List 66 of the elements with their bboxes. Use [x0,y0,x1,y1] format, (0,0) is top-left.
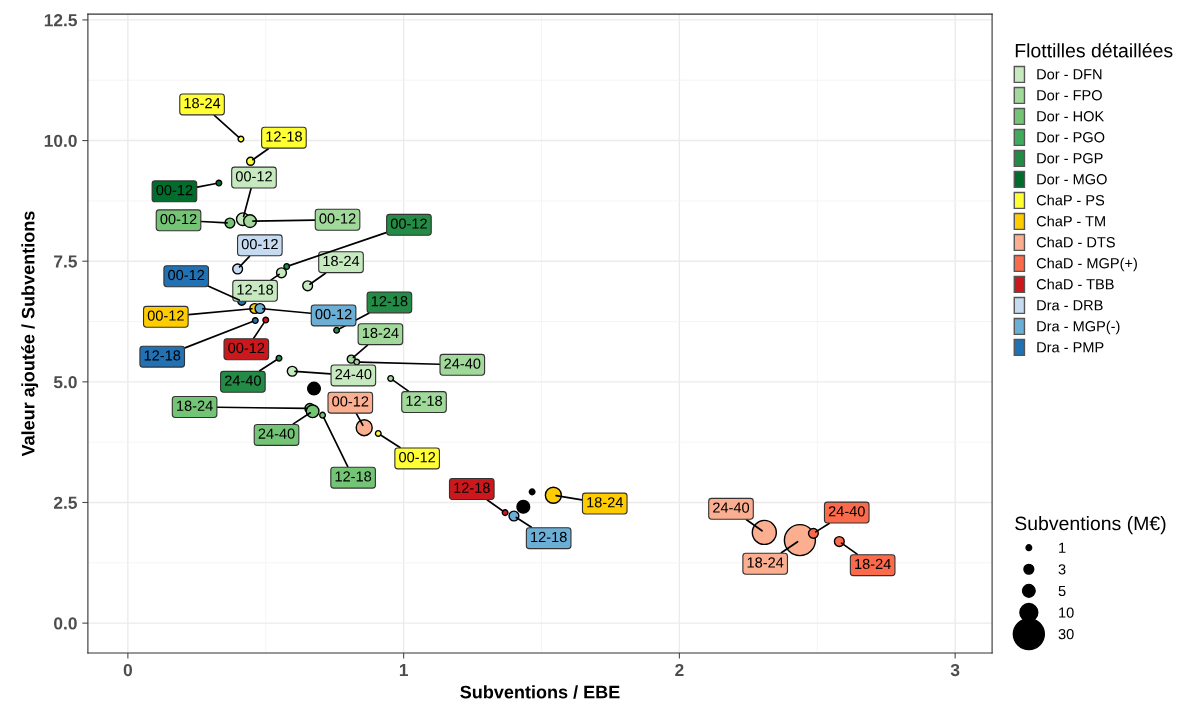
legend-label: Dor - PGO [1037,132,1105,143]
legend-label: ChaD - MGP(+) [1036,257,1137,272]
legend-label: ChaP - TM [1036,215,1105,227]
y-tick-label: 10.0 [44,134,77,148]
x-tick-label: 1 [399,664,408,677]
data-label: 18-24 [362,327,399,339]
data-label: 00-12 [156,184,193,196]
legend-label: 10 [1059,607,1074,618]
y-tick-label: 0.0 [54,617,77,630]
data-label: 24-40 [828,506,865,517]
legend-title: Flottilles détaillées [1015,42,1173,58]
y-tick-label: 7.5 [54,255,77,268]
y-tick-label: 12.5 [44,14,77,27]
data-label: 00-12 [315,309,352,320]
text: Subventions (M€) [1015,516,1166,535]
y-tick-label: 2.5 [53,496,77,509]
legend-label: 5 [1058,585,1066,597]
data-label: 12-18 [531,531,567,543]
data-label: 12-18 [237,284,274,295]
legend-label: ChaD - TBB [1036,278,1114,290]
x-axis-title: Subventions / EBE [460,685,620,699]
data-label: 18-24 [855,558,891,570]
legend-label: Dor - HOK [1037,111,1105,122]
data-label: 00-12 [228,342,265,354]
data-label: 18-24 [184,97,221,109]
x-tick-label: 2 [675,663,684,677]
data-label: 00-12 [241,238,278,250]
data-label: 00-12 [147,310,184,321]
data-label: 18-24 [747,557,784,568]
data-label: 00-12 [235,171,272,182]
x-tick-label: 0 [123,663,132,677]
legend-label: 1 [1059,542,1066,553]
legend-label: Dor - FPO [1037,90,1102,101]
data-label: 24-40 [335,368,372,380]
data-label: 12-18 [406,395,443,406]
data-label: 24-40 [224,375,261,386]
data-label: 18-24 [587,497,623,508]
data-label: 00-12 [160,213,197,225]
data-label: 00-12 [168,269,205,281]
data-label: 18-24 [323,255,360,267]
data-label: 12-18 [144,350,181,361]
legend-label: Dor - PGP [1037,153,1103,164]
data-label: 24-40 [258,428,295,439]
legend-label: Dra - DRB [1037,300,1103,311]
data-label: 18-24 [177,400,213,411]
data-label: 00-12 [390,218,427,229]
legend-label: ChaD - DTS [1036,236,1115,248]
x-tick-label: 3 [950,663,960,677]
legend-label: 30 [1058,629,1074,640]
data-label: 00-12 [319,213,356,224]
data-label: 00-12 [332,396,369,407]
legend-label: Dra - MGP(-) [1037,320,1120,335]
y-tick-label: 5.0 [53,376,77,389]
legend-label: Dor - DFN [1037,69,1102,80]
data-label: 24-40 [444,358,481,369]
legend-label: 3 [1058,564,1066,575]
legend-label: Dra - PMP [1037,342,1104,353]
y-axis-title: Valeur ajoutée / Subventions [21,211,39,457]
legend-label: Dor - MGO [1037,174,1107,185]
data-label: 24-40 [713,502,750,513]
data-label: 12-18 [335,471,372,482]
data-label: 12-18 [454,482,490,493]
data-label: 00-12 [399,452,436,463]
data-label: 12-18 [266,131,302,142]
data-label: 12-18 [371,296,408,307]
legend-label: ChaP - PS [1036,194,1105,206]
